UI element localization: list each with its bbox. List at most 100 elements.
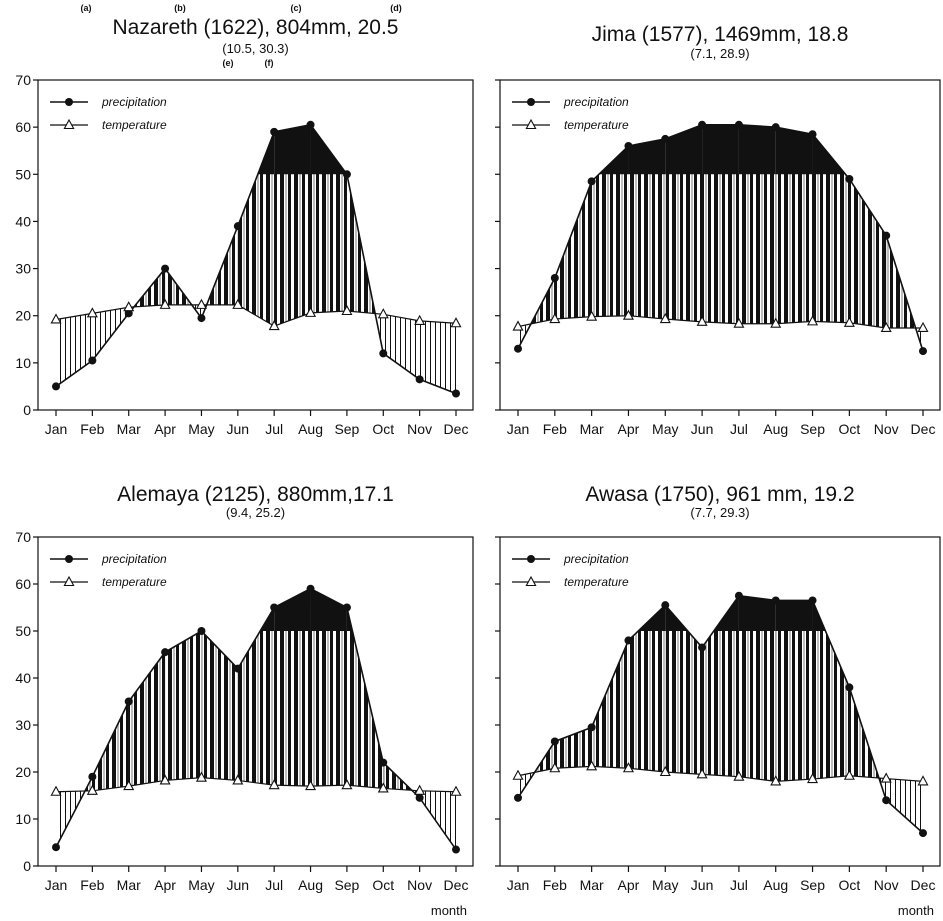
x-tick-label: Jul — [265, 877, 283, 893]
temperature-point — [341, 304, 353, 316]
temperature-point — [917, 321, 929, 333]
temperature-point — [880, 321, 892, 333]
x-tick-label: Sep — [800, 421, 825, 437]
moist-stripes — [591, 174, 629, 317]
temperature-point — [195, 298, 207, 309]
precipitation-point — [587, 723, 596, 732]
x-tick-label: Mar — [580, 421, 604, 437]
temperature-point — [86, 784, 98, 795]
precipitation-point — [808, 130, 817, 139]
temperature-point — [770, 775, 782, 786]
y-tick-label: 0 — [23, 858, 31, 874]
moist-stripes — [665, 174, 703, 322]
moist-stripes — [628, 174, 666, 320]
x-tick-label: Jan — [507, 877, 530, 893]
x-tick-label: Nov — [874, 421, 899, 437]
temperature-point — [549, 762, 561, 773]
precipitation-point — [52, 843, 60, 852]
temperature-point — [414, 314, 426, 325]
dry-stripes — [56, 313, 93, 387]
moist-stripes — [237, 174, 275, 327]
y-tick-label: 30 — [15, 717, 31, 733]
legend-temperature-marker — [525, 118, 537, 130]
temperature-point — [843, 769, 855, 780]
moist-stripes — [554, 727, 592, 769]
x-axis-name: month — [898, 903, 934, 918]
x-tick-label: May — [652, 877, 678, 893]
precipitation-point — [452, 845, 460, 854]
x-tick-label: Aug — [763, 421, 788, 437]
temperature-point — [696, 315, 708, 326]
legend-temperature-marker — [63, 118, 75, 130]
temperature-point — [305, 306, 317, 317]
x-tick-label: Jun — [227, 877, 250, 893]
precipitation-point — [124, 309, 133, 318]
temperature-line — [517, 315, 923, 329]
legend-precipitation-label: precipitation — [101, 95, 167, 109]
y-tick-label: 50 — [15, 166, 31, 182]
x-axis-name: month — [431, 903, 467, 918]
precipitation-point — [306, 120, 315, 129]
precipitation-point — [342, 603, 351, 612]
temperature-point — [586, 310, 598, 321]
dry-stripes — [383, 314, 420, 380]
temperature-point — [622, 309, 634, 320]
moist-stripes — [812, 631, 850, 780]
legend-temperature-label: temperature — [102, 118, 167, 132]
chart-title: Alemaya (2125), 880mm,17.1 — [117, 483, 394, 506]
temperature-point — [512, 320, 524, 331]
temperature-point — [549, 312, 561, 324]
precipitation-point — [734, 120, 743, 129]
x-tick-label: Oct — [372, 877, 394, 893]
precipitation-line — [517, 123, 924, 352]
y-tick-label: 20 — [15, 308, 31, 324]
precipitation-point — [452, 389, 460, 398]
x-tick-label: May — [188, 877, 214, 893]
precipitation-line — [55, 587, 457, 851]
temperature-point — [696, 768, 708, 779]
temperature-point — [268, 319, 280, 331]
temperature-point — [159, 774, 171, 785]
chart-panel-4: Jan Feb Mar Apr May Jun Jul Aug Sep Oct Nov Dec mont… — [495, 483, 941, 918]
precipitation-point — [882, 796, 891, 805]
temperature-point — [414, 784, 426, 795]
moist-stripes — [554, 181, 592, 320]
legend-precipitation-marker — [527, 98, 535, 106]
y-tick-label: 10 — [15, 355, 31, 371]
dry-stripes — [92, 307, 129, 361]
plot-frame — [37, 536, 474, 867]
chart-title: Awasa (1750), 961 mm, 19.2 — [585, 483, 854, 506]
dry-stripes — [886, 778, 923, 834]
moist-stripes — [738, 174, 776, 324]
moist-stripes — [165, 631, 202, 781]
y-tick-label: 60 — [15, 576, 31, 592]
temperature-point — [377, 782, 389, 793]
legend-temperature-label: temperature — [564, 118, 629, 132]
plot-frame — [37, 79, 474, 411]
moist-stripes — [849, 179, 887, 328]
precipitation-point — [379, 349, 388, 358]
precipitation-point — [270, 127, 279, 136]
x-tick-label: Feb — [80, 421, 104, 437]
temperature-point — [659, 312, 671, 324]
legend: precipitation temperature — [512, 552, 629, 589]
annotation-letter: (d) — [390, 3, 402, 13]
temperature-point — [512, 769, 524, 780]
temperature-point — [50, 785, 62, 796]
x-tick-label: Dec — [444, 421, 469, 437]
y-tick-label: 10 — [15, 811, 31, 827]
precipitation-point — [771, 596, 780, 605]
y-tick-label: 40 — [15, 213, 31, 229]
y-tick-label: 20 — [15, 764, 31, 780]
moist-stripes — [201, 631, 238, 781]
x-tick-label: Jul — [730, 877, 748, 893]
legend: precipitation temperature — [50, 552, 167, 589]
moist-stripes — [775, 174, 813, 324]
moist-stripes — [702, 631, 739, 777]
x-tick-label: Jun — [691, 877, 714, 893]
moist-stripes — [702, 174, 739, 324]
x-tick-label: Apr — [618, 877, 640, 893]
moist-stripes — [628, 631, 666, 772]
moist-stripes — [665, 631, 703, 775]
y-tick-label: 70 — [15, 529, 31, 545]
